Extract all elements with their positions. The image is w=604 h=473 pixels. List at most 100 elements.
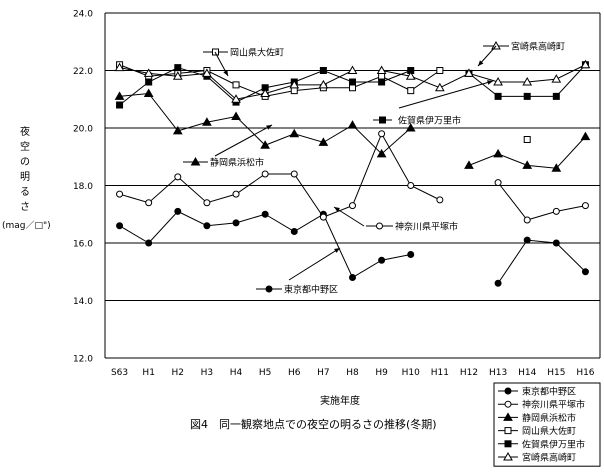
series-2-line	[119, 132, 441, 218]
legend-label: 宮崎県高崎町	[522, 452, 576, 464]
series-3-point	[318, 137, 329, 146]
y-axis-label-char: 夜	[20, 127, 30, 138]
x-tick-label: H8	[346, 368, 359, 378]
y-tick-label: 24.0	[73, 10, 93, 20]
series-5-point	[552, 92, 560, 100]
series-1-point	[523, 236, 531, 244]
annotation-arrowhead	[334, 207, 340, 212]
series-2-point	[378, 130, 386, 138]
legend-label: 神奈川県平塚市	[522, 399, 585, 411]
series-5-point	[523, 92, 531, 100]
annotation-label: 東京都中野区	[284, 284, 338, 296]
series-2-point	[203, 199, 211, 207]
series-4-point	[523, 136, 531, 143]
series-4-point	[290, 87, 298, 95]
legend-marker	[503, 412, 513, 421]
series-6-point	[434, 82, 445, 92]
legend-label: 東京都中野区	[522, 386, 576, 398]
x-tick-label: H3	[201, 368, 214, 378]
x-tick-label: H10	[402, 368, 420, 378]
series-6-point	[260, 88, 271, 97]
legend-marker	[504, 400, 512, 408]
series-4-point	[436, 67, 444, 74]
series-3-point	[260, 140, 271, 149]
y-tick-label: 12.0	[73, 355, 93, 365]
series-6-point	[202, 68, 212, 77]
series-2-point	[552, 207, 560, 215]
legend-label: 岡山県大佐町	[522, 425, 576, 437]
series-5-point	[494, 92, 502, 100]
series-3-point	[522, 160, 533, 169]
annotation-label: 静岡県浜松市	[210, 157, 264, 169]
series-3-point	[143, 88, 154, 97]
series-2-point	[290, 170, 298, 178]
series-6-point	[522, 76, 533, 86]
legend-marker	[503, 451, 513, 461]
series-1-point	[581, 268, 589, 276]
legend-marker	[504, 387, 512, 395]
series-1-point	[145, 239, 153, 247]
series-1-point	[407, 251, 415, 258]
y-tick-label: 22.0	[73, 67, 93, 77]
series-6-point	[172, 71, 183, 80]
annotation-label: 宮崎県高崎町	[511, 41, 565, 53]
y-axis-label-char: さ	[20, 202, 30, 213]
series-2-line	[497, 182, 586, 221]
series-3-point	[202, 117, 212, 126]
series-1-line	[497, 239, 586, 284]
series-5-point	[378, 78, 386, 86]
legend-marker	[504, 440, 512, 448]
annotation-marker	[190, 156, 201, 166]
series-6-point	[405, 71, 416, 80]
x-tick-label: H7	[317, 368, 330, 378]
x-tick-label: H12	[460, 368, 478, 378]
series-3-point	[376, 148, 387, 158]
annotation-marker	[265, 285, 273, 293]
series-2-point	[407, 182, 415, 189]
series-6-point	[493, 76, 503, 86]
annotation-label: 岡山県大佐町	[230, 47, 284, 59]
annotation-arrowhead	[334, 248, 340, 253]
annotation-arrow	[398, 80, 494, 109]
x-tick-label: H1	[142, 368, 155, 378]
x-tick-label: H5	[259, 368, 272, 378]
series-2-point	[319, 213, 327, 221]
series-6-point	[318, 79, 329, 89]
annotation-label: 佐賀県伊万里市	[398, 115, 461, 127]
series-3-point	[289, 128, 300, 138]
annotation-arrowhead	[487, 80, 493, 85]
y-tick-label: 16.0	[73, 240, 93, 250]
series-1-point	[116, 222, 124, 230]
y-tick-label: 14.0	[73, 297, 93, 307]
annotation-arrowhead	[478, 60, 484, 66]
series-1-point	[203, 222, 211, 230]
annotation-arrowhead	[223, 70, 228, 76]
y-axis-unit: (mag／□")	[2, 221, 51, 231]
series-6-point	[143, 68, 154, 77]
annotation-arrow	[333, 206, 365, 227]
annotation-marker	[376, 222, 383, 230]
series-1-point	[349, 274, 356, 281]
series-2-point	[581, 202, 589, 210]
series-3-point	[580, 131, 591, 141]
series-5-point	[116, 101, 124, 109]
series-1-point	[552, 239, 560, 247]
series-5-point	[145, 78, 153, 86]
y-tick-label: 20.0	[73, 125, 93, 135]
annotation-arrow	[214, 124, 273, 157]
series-6-point	[580, 59, 591, 69]
x-tick-label: H14	[518, 368, 536, 378]
series-4-point	[407, 87, 415, 95]
series-3-point	[172, 125, 183, 135]
series-2-point	[232, 190, 240, 198]
y-axis-label-char: 明	[20, 172, 30, 183]
annotation-marker	[491, 40, 501, 50]
legend-label: 静岡県浜松市	[522, 412, 576, 424]
x-tick-label: H4	[230, 368, 243, 378]
series-1-point	[174, 207, 182, 215]
x-tick-label: H16	[576, 368, 594, 378]
series-4-point	[378, 72, 386, 80]
series-3-point	[347, 120, 358, 129]
series-1-line	[119, 210, 411, 279]
series-6-point	[551, 74, 562, 83]
